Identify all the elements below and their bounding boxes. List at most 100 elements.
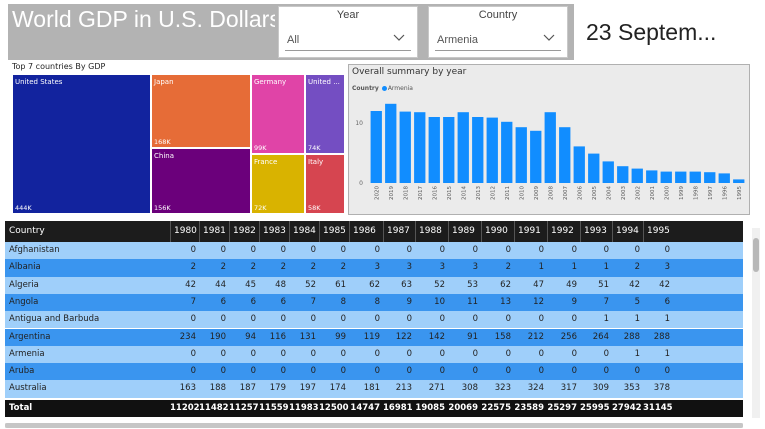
gdp-cell: 3 — [664, 262, 670, 273]
scrollbar-thumb[interactable] — [5, 423, 743, 428]
table-row[interactable]: Armenia 0 0 0 0 0 0 0 0 0 0 0 0 0 0 1 1 — [5, 345, 743, 364]
bar-2016[interactable] — [428, 117, 440, 183]
gdp-cell: 0 — [250, 314, 256, 325]
column-header-country[interactable]: Country — [9, 226, 45, 236]
gdp-cell: 47 — [533, 279, 544, 290]
tile-label: Japan — [154, 78, 174, 86]
gdp-cell: 0 — [439, 348, 445, 359]
treemap-tile-japan[interactable]: Japan 168K — [151, 74, 251, 148]
column-header-year[interactable]: 1989 — [448, 221, 481, 242]
treemap-tile-france[interactable]: France 72K — [251, 154, 305, 214]
gdp-cell: 1 — [664, 348, 670, 359]
bar-2014[interactable] — [457, 112, 469, 183]
gdp-cell: 0 — [571, 314, 577, 325]
x-tick-label: 2020 — [374, 186, 380, 200]
treemap-tile-united-kingdom[interactable]: United ... 74K — [305, 74, 345, 154]
column-header-year[interactable]: 1980 — [170, 221, 199, 242]
table-total-row[interactable]: Total 11202 11482 11257 11559 11983 12500 14747… — [5, 399, 743, 417]
bar-2005[interactable] — [588, 153, 600, 183]
bar-2001[interactable] — [646, 170, 658, 183]
gdp-cell: 0 — [310, 314, 316, 325]
bar-2003[interactable] — [617, 166, 629, 183]
bar-2007[interactable] — [559, 127, 571, 183]
bar-2011[interactable] — [501, 121, 513, 183]
gdp-cell: 0 — [634, 245, 640, 255]
bar-1998[interactable] — [689, 171, 701, 183]
year-dropdown[interactable]: All — [285, 27, 411, 51]
tile-value: 58K — [308, 204, 321, 212]
column-header-year[interactable]: 1986 — [349, 221, 383, 242]
x-tick-label: 1999 — [679, 186, 685, 200]
bar-2020[interactable] — [370, 111, 382, 183]
table-row[interactable]: Algeria 42 44 45 48 52 61 62 63 52 53 62 47 49 51 42 42 — [5, 276, 743, 294]
column-header-year[interactable]: 1987 — [383, 221, 415, 242]
gdp-cell: 0 — [538, 348, 544, 359]
x-tick-label: 2018 — [403, 186, 409, 200]
gdp-cell: 63 — [401, 279, 412, 290]
treemap-tile-china[interactable]: China 156K — [151, 148, 251, 214]
column-header-year[interactable]: 1983 — [259, 221, 289, 242]
bar-2017[interactable] — [414, 112, 426, 183]
gdp-cell: 0 — [220, 245, 226, 255]
column-header-year[interactable]: 1992 — [547, 221, 580, 242]
table-vertical-scrollbar[interactable] — [752, 228, 760, 418]
x-tick-label: 2016 — [432, 186, 438, 200]
bar-2015[interactable] — [443, 117, 455, 183]
column-header-year[interactable]: 1993 — [580, 221, 612, 242]
chevron-down-icon — [393, 34, 405, 41]
table-row[interactable]: Angola 7 6 6 6 7 8 8 9 10 11 13 12 9 7 5 6 — [5, 293, 743, 312]
bar-1996[interactable] — [718, 173, 730, 183]
table-row[interactable]: Australia 163 188 187 179 197 174 181 213 271 308 3… — [5, 380, 743, 398]
table-row[interactable]: Aruba 0 0 0 0 0 0 0 0 0 0 0 0 0 0 0 0 — [5, 363, 743, 381]
column-header-year[interactable]: 1985 — [319, 221, 349, 242]
bar-2019[interactable] — [385, 103, 397, 183]
table-row[interactable]: Antigua and Barbuda 0 0 0 0 0 0 0 0 0 0 0 0 0 1 1 1 — [5, 311, 743, 329]
treemap-tile-united-states[interactable]: United States 444K — [12, 74, 151, 214]
x-tick-label: 2009 — [534, 186, 540, 200]
gdp-cell: 0 — [340, 245, 346, 255]
gdp-cell: 0 — [603, 348, 609, 359]
scrollbar-thumb[interactable] — [753, 238, 759, 272]
country-dropdown[interactable]: Armenia — [435, 27, 561, 51]
column-header-year[interactable]: 1994 — [612, 221, 643, 242]
gdp-cell: 197 — [299, 383, 316, 394]
bar-2008[interactable] — [544, 112, 556, 183]
column-header-year[interactable]: 1990 — [481, 221, 514, 242]
column-header-year[interactable]: 1991 — [514, 221, 547, 242]
column-header-year[interactable]: 1984 — [289, 221, 319, 242]
bar-2010[interactable] — [515, 127, 527, 183]
column-header-year[interactable]: 1995 — [643, 221, 673, 242]
tile-label: Germany — [254, 78, 287, 86]
bar-2018[interactable] — [399, 111, 411, 183]
gdp-cell: 0 — [538, 245, 544, 255]
bar-2006[interactable] — [573, 146, 585, 183]
gdp-cell: 0 — [664, 366, 670, 377]
treemap-tile-italy[interactable]: Italy 58K — [305, 154, 345, 214]
bar-1999[interactable] — [675, 171, 687, 183]
table-row[interactable]: Argentina 234 190 94 116 131 99 119 122 142 91 158 2… — [5, 328, 743, 346]
column-header-year[interactable]: 1982 — [229, 221, 259, 242]
gdp-cell: 1 — [664, 314, 670, 325]
treemap-tile-germany[interactable]: Germany 99K — [251, 74, 305, 154]
bar-2009[interactable] — [530, 130, 542, 183]
x-tick-label: 2007 — [563, 186, 569, 200]
table-row[interactable]: Albania 2 2 2 2 2 2 3 3 3 3 2 1 1 1 2 3 — [5, 259, 743, 277]
bar-2004[interactable] — [602, 161, 614, 183]
bar-2002[interactable] — [631, 168, 643, 183]
gdp-cell: 309 — [592, 383, 609, 394]
table-horizontal-scrollbar[interactable] — [5, 423, 743, 428]
bar-2000[interactable] — [660, 171, 672, 183]
column-header-year[interactable]: 1988 — [415, 221, 448, 242]
bar-2013[interactable] — [472, 117, 484, 183]
bar-1995[interactable] — [733, 179, 745, 183]
gdp-cell: 14747 — [350, 402, 380, 413]
bar-1997[interactable] — [704, 172, 716, 183]
column-header-year[interactable]: 1981 — [199, 221, 229, 242]
gdp-cell: 49 — [566, 279, 577, 290]
bar-2012[interactable] — [486, 117, 498, 183]
gdp-cell: 16981 — [383, 402, 413, 413]
gdp-cell: 42 — [629, 279, 640, 290]
x-tick-label: 2012 — [490, 186, 496, 200]
table-header-row[interactable]: Country 1980 1981 1982 1983 1984 1985 1986 1987 1… — [5, 221, 743, 242]
table-row[interactable]: Afghanistan 0 0 0 0 0 0 0 0 0 0 0 0 0 0 0 0 — [5, 242, 743, 260]
